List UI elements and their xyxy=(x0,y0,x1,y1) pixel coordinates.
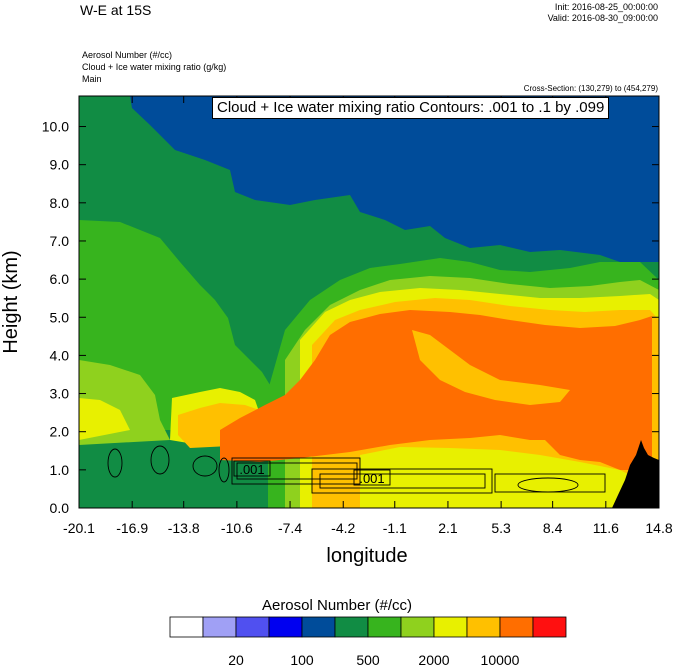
colorbar-swatch xyxy=(334,616,369,638)
y-tick-label: 1.0 xyxy=(50,462,70,478)
y-tick-label: 2.0 xyxy=(50,424,70,440)
contour-ring xyxy=(192,455,218,477)
colorbar xyxy=(169,616,567,638)
y-tick-label: 6.0 xyxy=(50,271,70,287)
colorbar-swatch xyxy=(235,616,270,638)
colorbar-title: Aerosol Number (#/cc) xyxy=(261,597,413,614)
y-tick-label: 5.0 xyxy=(50,309,70,325)
x-axis: -20.1 -16.9 -13.8 -10.6 -7.4 -4.2 -1.1 2.1 5.3 8.… xyxy=(63,96,673,536)
valid-time: Valid: 2016-08-30_09:00:00 xyxy=(547,13,658,23)
x-tick-label: -10.6 xyxy=(221,520,253,536)
x-tick-label: -1.1 xyxy=(383,520,407,536)
colorbar-swatch xyxy=(367,616,402,638)
init-time: Init: 2016-08-25_00:00:00 xyxy=(554,2,658,12)
field-label-aerosol: Aerosol Number (#/cc) xyxy=(82,50,173,60)
colorbar-swatch xyxy=(433,616,468,638)
contour-ring xyxy=(319,473,486,489)
contour-ring xyxy=(218,457,230,483)
x-tick-label: -20.1 xyxy=(63,520,95,536)
x-tick-label: 2.1 xyxy=(438,520,458,536)
contour-label-box xyxy=(353,469,391,486)
y-tick-label: 4.0 xyxy=(50,347,70,363)
field-blue-upper xyxy=(130,96,659,262)
cloud-contours xyxy=(107,445,606,494)
colorbar-label: 20 xyxy=(228,652,244,667)
contour-ring xyxy=(311,468,493,494)
field-orange xyxy=(220,310,652,470)
contour-ring xyxy=(517,477,579,493)
x-tick-label: 8.4 xyxy=(543,520,563,536)
heatmap-field: .001 .001 xyxy=(79,96,659,508)
field-label-cloud: Cloud + Ice water mixing ratio (g/kg) xyxy=(82,62,227,72)
colorbar-swatch xyxy=(499,616,534,638)
contour-label: .001 xyxy=(359,471,384,486)
plot-title: W-E at 15S xyxy=(80,2,152,18)
colorbar-swatch xyxy=(169,616,204,638)
y-tick-label: 8.0 xyxy=(50,195,70,211)
x-tick-label: -16.9 xyxy=(116,520,148,536)
y-tick-label: 9.0 xyxy=(50,157,70,173)
colorbar-swatch xyxy=(268,616,303,638)
y-tick-label: 3.0 xyxy=(50,386,70,402)
plot-frame xyxy=(78,95,660,509)
y-tick-label: 0.0 xyxy=(50,500,70,516)
x-tick-label: 14.8 xyxy=(645,520,672,536)
contour-info-box: Cloud + Ice water mixing ratio Contours:… xyxy=(212,97,610,119)
x-tick-label: -4.2 xyxy=(331,520,355,536)
contour-ring xyxy=(107,448,123,478)
y-tick-label: 10.0 xyxy=(42,119,69,135)
colorbar-swatch xyxy=(400,616,435,638)
y-axis: 0.0 1.0 2.0 3.0 4.0 5.0 6.0 7.0 8.0 9.0 10.0 xyxy=(42,119,659,516)
contour-label-box xyxy=(233,460,271,477)
field-label-main: Main xyxy=(82,74,102,84)
colorbar-label: 10000 xyxy=(481,652,520,667)
y-tick-label: 7.0 xyxy=(50,233,70,249)
contour-ring xyxy=(150,445,170,475)
colorbar-swatch xyxy=(301,616,336,638)
colorbar-label: 2000 xyxy=(418,652,449,667)
contour-ring xyxy=(236,462,358,480)
x-tick-label: 11.6 xyxy=(593,520,619,536)
colorbar-swatch xyxy=(532,616,567,638)
x-axis-label: longitude xyxy=(326,545,407,567)
y-axis-label: Height (km) xyxy=(0,250,22,353)
colorbar-swatch xyxy=(202,616,237,638)
field-orange-light-inner xyxy=(412,330,570,405)
x-tick-label: 5.3 xyxy=(491,520,511,536)
contour-ring xyxy=(231,457,361,485)
colorbar-label: 100 xyxy=(290,652,314,667)
terrain xyxy=(612,440,659,508)
contour-label: .001 xyxy=(239,462,264,477)
colorbar-labels: 20 100 500 2000 10000 xyxy=(228,652,519,667)
colorbar-label: 500 xyxy=(356,652,380,667)
x-tick-label: -13.8 xyxy=(168,520,200,536)
x-tick-label: -7.4 xyxy=(278,520,302,536)
colorbar-swatch xyxy=(466,616,501,638)
cross-section-label: Cross-Section: (130,279) to (454,279) xyxy=(523,84,658,93)
